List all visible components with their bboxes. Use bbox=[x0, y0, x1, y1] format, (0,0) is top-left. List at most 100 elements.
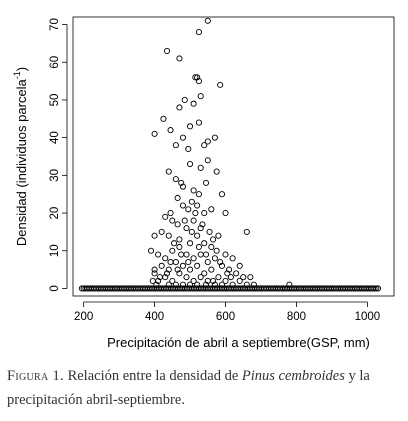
data-point bbox=[174, 194, 181, 202]
data-point bbox=[236, 277, 243, 284]
caption-text-before: Relación entre la densidad de bbox=[63, 368, 242, 384]
data-point bbox=[236, 262, 243, 269]
data-point bbox=[247, 274, 254, 281]
data-point bbox=[165, 232, 172, 239]
data-point bbox=[186, 123, 194, 130]
data-point bbox=[176, 236, 183, 243]
data-point bbox=[204, 17, 211, 24]
data-point bbox=[186, 266, 194, 273]
data-point bbox=[192, 74, 199, 81]
data-point bbox=[213, 168, 220, 175]
data-point bbox=[151, 270, 158, 277]
data-point bbox=[204, 157, 211, 164]
data-point bbox=[218, 281, 226, 288]
data-point bbox=[208, 206, 215, 213]
data-point bbox=[190, 277, 197, 284]
data-point bbox=[147, 247, 155, 254]
x-tick-label: 200 bbox=[74, 311, 93, 323]
data-point bbox=[222, 210, 229, 217]
data-point bbox=[169, 217, 176, 224]
data-point bbox=[210, 277, 217, 284]
data-point bbox=[194, 262, 201, 269]
y-tick-label: 60 bbox=[49, 56, 61, 69]
data-point bbox=[208, 266, 215, 273]
data-point bbox=[162, 255, 169, 262]
data-point bbox=[227, 274, 234, 281]
data-point bbox=[172, 142, 179, 149]
data-point bbox=[197, 225, 204, 232]
data-point bbox=[172, 259, 179, 266]
data-point bbox=[213, 247, 220, 254]
y-tick-label: 20 bbox=[49, 207, 61, 220]
data-point bbox=[211, 134, 218, 141]
data-point bbox=[202, 251, 210, 258]
data-point bbox=[151, 130, 158, 137]
caption-species: Pinus cembroides bbox=[241, 368, 345, 384]
data-point bbox=[167, 259, 174, 266]
data-point bbox=[208, 243, 215, 251]
data-point bbox=[160, 115, 167, 122]
data-point bbox=[215, 274, 222, 281]
data-point bbox=[183, 274, 190, 281]
data-point bbox=[179, 202, 187, 209]
data-point bbox=[162, 213, 169, 220]
y-tick-label: 30 bbox=[49, 169, 61, 182]
data-point bbox=[185, 206, 192, 213]
data-point bbox=[179, 134, 187, 141]
data-point bbox=[169, 277, 176, 284]
data-point bbox=[178, 179, 185, 186]
data-point bbox=[167, 127, 174, 134]
data-point bbox=[222, 251, 229, 258]
data-point bbox=[243, 228, 250, 235]
y-axis-title-main: Densidad (individuos parcela bbox=[14, 78, 29, 246]
data-point bbox=[194, 232, 201, 239]
data-point bbox=[176, 55, 183, 62]
y-tick-label: 70 bbox=[49, 18, 61, 31]
data-point bbox=[163, 47, 171, 54]
data-point bbox=[197, 164, 204, 171]
x-tick-label: 800 bbox=[287, 311, 306, 323]
x-tick-label: 600 bbox=[216, 311, 235, 323]
axis-labels: Precipitación de abril a septiembre(GSP,… bbox=[12, 67, 370, 350]
data-point bbox=[165, 168, 172, 175]
y-tick-label: 10 bbox=[49, 244, 61, 257]
data-point bbox=[165, 266, 172, 273]
data-point bbox=[222, 277, 229, 284]
data-point bbox=[149, 277, 156, 284]
data-point bbox=[181, 217, 188, 224]
data-point bbox=[158, 262, 165, 269]
data-point bbox=[229, 255, 236, 262]
figure-caption: Figura 1. Relación entre la densidad de … bbox=[7, 364, 403, 412]
data-point bbox=[183, 251, 190, 258]
y-tick-label: 40 bbox=[49, 131, 61, 144]
data-points bbox=[78, 17, 382, 292]
figure-label: Figura 1. bbox=[7, 368, 64, 384]
data-point bbox=[240, 274, 247, 281]
data-point bbox=[217, 81, 224, 88]
data-point bbox=[229, 281, 236, 288]
data-point bbox=[186, 160, 194, 168]
data-point bbox=[197, 274, 204, 281]
y-tick-label: 0 bbox=[49, 285, 61, 291]
data-point bbox=[178, 251, 185, 258]
data-point-zero bbox=[373, 285, 380, 292]
data-point bbox=[174, 221, 181, 228]
data-point bbox=[188, 228, 195, 235]
data-point bbox=[176, 270, 183, 277]
data-point bbox=[151, 232, 158, 239]
data-point bbox=[181, 96, 188, 103]
data-point bbox=[188, 198, 195, 205]
data-point bbox=[185, 259, 192, 266]
data-point bbox=[169, 247, 176, 254]
data-point bbox=[206, 228, 213, 235]
data-point bbox=[179, 262, 187, 269]
data-point bbox=[176, 243, 183, 251]
data-point bbox=[204, 138, 211, 145]
data-point bbox=[167, 210, 174, 217]
data-point bbox=[201, 210, 208, 217]
data-point bbox=[217, 259, 224, 266]
data-point bbox=[194, 74, 201, 81]
data-point bbox=[190, 255, 197, 262]
data-point bbox=[210, 236, 217, 243]
scatter-plot: 200 400 600 800 1000 0 10 20 30 40 50 60 70 Precipit… bbox=[12, 16, 395, 350]
